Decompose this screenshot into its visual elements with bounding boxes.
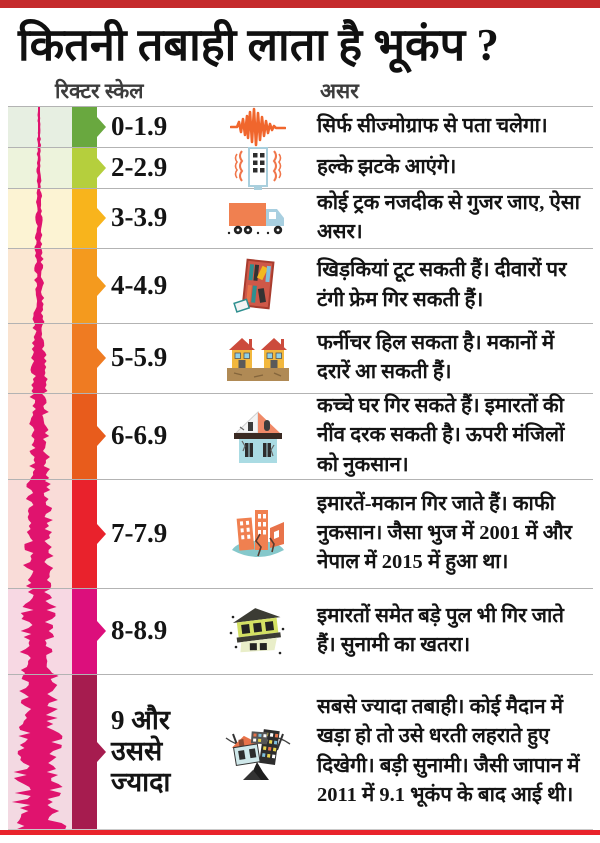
scale-row: 3-3.9 कोई ट्रक नजदीक से गुजर जाए, ऐसा अस… xyxy=(8,187,593,248)
magnitude-range: 9 और उससे ज्यादा xyxy=(111,704,171,798)
effect-text: हल्के झटके आएंगे। xyxy=(317,155,457,178)
effect-text: कोई ट्रक नजदीक से गुजर जाए, ऐसा असर। xyxy=(317,191,580,243)
scale-color-bar xyxy=(72,147,106,188)
scale-arrow-icon xyxy=(97,741,106,762)
page-title: कितनी तबाही लाता है भूकंप ? xyxy=(18,20,499,70)
scale-table: 0-1.9 सिर्फ सीज्मोग्राफ से पता चलेगा। 2-… xyxy=(8,105,593,830)
waveform-band-cell xyxy=(8,248,72,323)
effect-text: कच्चे घर गिर सकते हैं। इमारतों की नींव द… xyxy=(317,395,565,476)
scale-arrow-icon xyxy=(97,348,106,368)
seismograph-icon xyxy=(230,107,286,146)
scale-color-bar xyxy=(72,479,106,588)
scale-arrow-icon xyxy=(97,621,106,641)
magnitude-range: 7-7.9 xyxy=(111,517,168,548)
scale-color-bar xyxy=(72,674,106,829)
scale-arrow-icon xyxy=(97,426,106,446)
scale-row: 9 और उससे ज्यादा सबसे ज्यादा तबाही। कोई … xyxy=(8,673,593,829)
waveform-band-cell xyxy=(8,588,72,674)
magnitude-range: 4-4.9 xyxy=(111,269,168,300)
scale-row: 7-7.9 इमारतें-मकान गिर जाते हैं। काफी नु… xyxy=(8,478,593,588)
waveform-band-cell xyxy=(8,188,72,248)
row-icon-cell xyxy=(205,146,311,190)
scale-row: 6-6.9 कच्चे घर गिर सकते हैं। इमारतों की … xyxy=(8,392,593,479)
waveform-band-cell xyxy=(8,323,72,393)
waveform-band-cell xyxy=(8,106,72,147)
scale-arrow-icon xyxy=(97,275,106,296)
top-accent-bar xyxy=(0,0,600,8)
effect-text: इमारतें-मकान गिर जाते हैं। काफी नुकसान। … xyxy=(317,492,573,574)
waveform-band-cell xyxy=(8,393,72,479)
row-icon-cell xyxy=(205,394,311,479)
scale-arrow-icon xyxy=(97,208,106,228)
row-icon-cell xyxy=(205,589,311,674)
magnitude-range: 6-6.9 xyxy=(111,420,168,451)
waveform-band-cell xyxy=(8,479,72,588)
row-icon-cell xyxy=(205,249,311,323)
waveform-band-cell xyxy=(8,147,72,188)
magnitude-range: 0-1.9 xyxy=(111,110,168,141)
fallen-house-icon xyxy=(229,608,285,655)
richter-scale-header: रिक्टर स्केल xyxy=(55,78,144,103)
bottom-accent-bar xyxy=(0,829,600,835)
effect-text: सिर्फ सीज्मोग्राफ से पता चलेगा। xyxy=(317,114,548,137)
magnitude-range: 5-5.9 xyxy=(111,342,168,373)
cracked-house-icon xyxy=(234,410,282,463)
scale-color-bar xyxy=(72,588,106,674)
scale-row: 0-1.9 सिर्फ सीज्मोग्राफ से पता चलेगा। xyxy=(8,105,593,147)
scale-color-bar xyxy=(72,323,106,393)
waveform-band-cell xyxy=(8,674,72,829)
effect-text: खिड़कियां टूट सकती हैं। दीवारों पर टंगी … xyxy=(317,259,567,311)
row-icon-cell xyxy=(205,675,311,829)
scale-color-bar xyxy=(72,393,106,479)
building-shaking-icon xyxy=(234,146,282,190)
scale-arrow-icon xyxy=(97,116,106,137)
scale-color-bar xyxy=(72,188,106,248)
scale-color-bar xyxy=(72,106,106,147)
column-headers: रिक्टर स्केल असर xyxy=(0,77,600,104)
destroyed-city-icon xyxy=(225,728,291,780)
collapsed-buildings-icon xyxy=(232,509,284,557)
scale-row: 4-4.9 खिड़कियां टूट सकती हैं। दीवारों पर… xyxy=(8,247,593,323)
effect-text: इमारतों समेत बड़े पुल भी गिर जाते हैं। स… xyxy=(317,604,564,656)
magnitude-range: 3-3.9 xyxy=(111,202,168,233)
scale-table-rows: 0-1.9 सिर्फ सीज्मोग्राफ से पता चलेगा। 2-… xyxy=(8,105,593,829)
magnitude-range: 8-8.9 xyxy=(111,615,168,646)
row-icon-cell xyxy=(205,324,311,393)
scale-row: 2-2.9 हल्के झटके आएंगे। xyxy=(8,146,593,190)
scale-arrow-icon xyxy=(97,157,106,178)
scale-color-bar xyxy=(72,248,106,323)
row-icon-cell xyxy=(205,480,311,588)
bookshelf-icon xyxy=(233,258,275,313)
scale-row: 5-5.9 फर्नीचर हिल सकता है। मकानों में दर… xyxy=(8,322,593,393)
effect-header: असर xyxy=(320,78,359,103)
scale-arrow-icon xyxy=(97,523,106,544)
scale-row: 8-8.9 इमारतों समेत बड़े पुल भी गिर जाते … xyxy=(8,587,593,674)
effect-text: फर्नीचर हिल सकता है। मकानों में दरारें आ… xyxy=(317,331,555,383)
row-icon-cell xyxy=(205,107,311,147)
magnitude-range: 2-2.9 xyxy=(111,151,168,182)
effect-text: सबसे ज्यादा तबाही। कोई मैदान में खड़ा हो… xyxy=(317,696,580,806)
truck-icon xyxy=(227,203,284,235)
houses-icon xyxy=(227,338,289,381)
row-icon-cell xyxy=(205,189,311,248)
